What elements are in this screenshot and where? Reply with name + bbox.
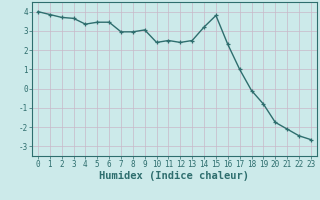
X-axis label: Humidex (Indice chaleur): Humidex (Indice chaleur) [100, 171, 249, 181]
